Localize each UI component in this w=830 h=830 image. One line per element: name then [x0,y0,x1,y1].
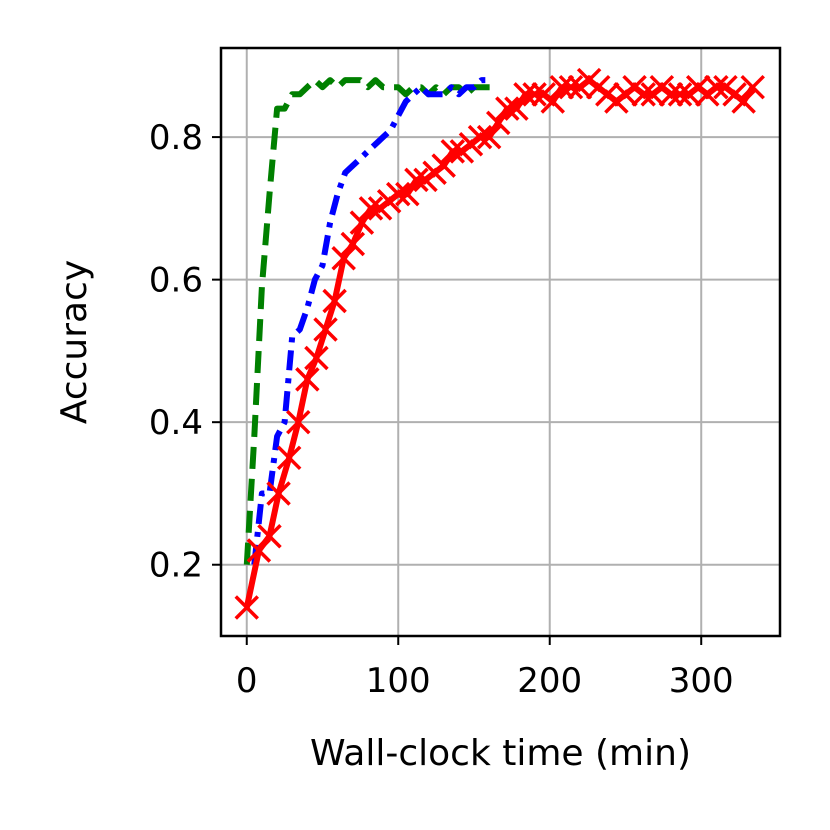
data-point-marker [395,181,420,207]
x-tick-label: 0 [236,661,258,701]
data-point-marker [704,74,729,100]
series-line-1 [243,77,497,565]
data-point-marker [513,82,538,107]
x-tick-label: 300 [669,661,734,701]
x-axis-label: Wall-clock time (min) [310,733,691,774]
data-point-marker [340,231,366,257]
data-point-marker [234,595,259,620]
data-point-marker [476,124,502,150]
y-tick-label: 0.8 [149,118,203,158]
data-point-marker [658,82,684,107]
data-point-marker [331,246,356,271]
axis-ticks: 0 100 200 300 0.2 0.4 0.6 0.8 [149,118,734,701]
y-tick-label: 0.4 [149,403,203,443]
data-point-marker [558,74,584,100]
data-point-marker [404,167,429,193]
data-point-marker [313,317,338,342]
data-point-marker [266,481,291,506]
data-point-marker [731,89,756,114]
x-tick-label: 100 [366,661,431,701]
data-point-marker [540,89,566,114]
data-point-marker [386,181,411,207]
plot-frame [219,46,782,638]
data-point-marker [322,288,347,314]
y-tick-label: 0.6 [149,261,203,301]
data-point-marker [522,82,547,107]
data-point-marker [740,74,765,100]
series-line-2 [251,77,490,566]
data-point-marker [467,124,493,150]
data-point-marker [485,110,511,136]
x-tick-label: 200 [517,661,582,701]
data-point-marker [504,96,529,121]
data-point-marker [358,196,384,221]
plot-area [234,67,765,620]
data-point-marker [631,82,656,107]
data-point-marker [276,445,302,471]
data-point-marker [246,538,272,563]
data-point-marker [257,523,282,549]
data-point-marker [440,139,466,164]
data-point-marker [667,82,693,107]
y-tick-label: 0.2 [149,546,203,586]
data-point-marker [549,74,575,100]
data-point-marker [286,409,311,435]
data-point-marker [304,345,329,371]
data-point-marker [295,367,320,392]
data-point-marker [431,153,456,178]
y-axis-label: Accuracy [54,260,95,424]
series-markers-3 [234,67,765,620]
data-point-marker [349,210,375,235]
data-point-marker [495,96,520,121]
